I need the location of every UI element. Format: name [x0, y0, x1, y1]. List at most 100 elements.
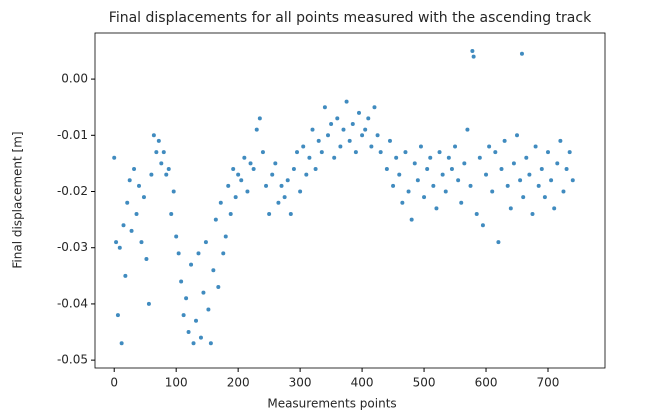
point	[530, 211, 535, 216]
point	[248, 161, 253, 166]
point	[518, 178, 523, 183]
point	[171, 189, 176, 194]
point	[121, 223, 126, 228]
point	[198, 335, 203, 340]
point	[391, 183, 396, 188]
point	[372, 105, 377, 110]
point	[558, 138, 563, 143]
point	[440, 172, 445, 177]
point	[301, 144, 306, 149]
point	[169, 211, 174, 216]
point	[127, 178, 132, 183]
point	[319, 150, 324, 155]
point	[132, 167, 137, 172]
point	[233, 195, 238, 200]
point	[332, 155, 337, 160]
point	[527, 172, 532, 177]
point	[276, 200, 281, 205]
point	[347, 138, 352, 143]
point	[245, 189, 250, 194]
point	[146, 301, 151, 306]
point	[264, 183, 269, 188]
point	[228, 211, 233, 216]
point	[329, 122, 334, 127]
point	[533, 144, 538, 149]
point	[449, 167, 454, 172]
point	[206, 307, 211, 312]
point	[459, 200, 464, 205]
point	[508, 206, 513, 211]
point	[555, 161, 560, 166]
point	[282, 195, 287, 200]
y-tick-label: -0.03	[57, 240, 88, 254]
point	[539, 167, 544, 172]
point	[409, 217, 414, 222]
point	[166, 167, 171, 172]
x-tick-label: 500	[413, 376, 436, 390]
point	[174, 234, 179, 239]
point	[567, 150, 572, 155]
point	[139, 240, 144, 245]
plot-frame	[94, 32, 606, 369]
point	[151, 133, 156, 138]
point	[154, 150, 159, 155]
point	[499, 167, 504, 172]
point	[201, 290, 206, 295]
point	[123, 273, 128, 278]
point	[208, 341, 213, 346]
point	[471, 54, 476, 59]
point	[570, 178, 575, 183]
point	[384, 167, 389, 172]
point	[304, 172, 309, 177]
point	[465, 127, 470, 132]
point	[400, 200, 405, 205]
point	[194, 318, 199, 323]
x-tick-label: 300	[289, 376, 312, 390]
point	[443, 189, 448, 194]
point	[191, 341, 196, 346]
point	[363, 127, 368, 132]
point	[114, 240, 119, 245]
point	[431, 183, 436, 188]
point	[322, 105, 327, 110]
point	[524, 155, 529, 160]
point	[387, 138, 392, 143]
point	[242, 155, 247, 160]
point	[270, 172, 275, 177]
point	[418, 144, 423, 149]
point	[181, 313, 186, 318]
y-tick-label: 0.00	[61, 72, 88, 86]
point	[502, 138, 507, 143]
point	[112, 155, 117, 160]
point	[226, 183, 231, 188]
point	[254, 127, 259, 132]
point	[335, 116, 340, 121]
point	[216, 285, 221, 290]
point	[521, 195, 526, 200]
point	[515, 133, 520, 138]
point	[353, 150, 358, 155]
x-tick-label: 100	[165, 376, 188, 390]
point	[375, 133, 380, 138]
point	[231, 167, 236, 172]
point	[119, 341, 124, 346]
point	[425, 167, 430, 172]
point	[285, 178, 290, 183]
point	[474, 211, 479, 216]
point	[487, 144, 492, 149]
point	[141, 195, 146, 200]
point	[356, 110, 361, 115]
point	[422, 195, 427, 200]
point	[179, 279, 184, 284]
point	[496, 240, 501, 245]
point	[279, 183, 284, 188]
point	[511, 161, 516, 166]
point	[115, 313, 120, 318]
point	[273, 161, 278, 166]
point	[470, 48, 475, 53]
point	[344, 99, 349, 104]
point	[341, 127, 346, 132]
point	[144, 256, 149, 261]
point	[257, 116, 262, 121]
